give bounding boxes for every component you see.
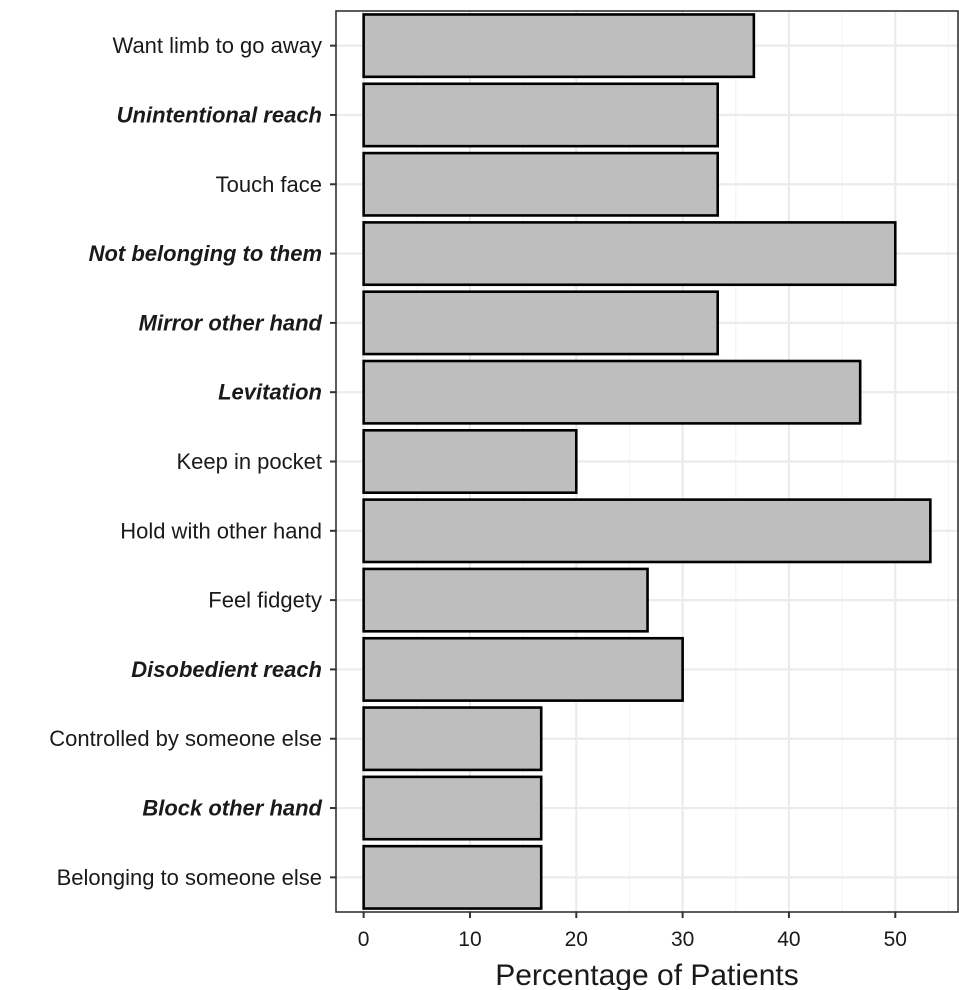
x-tick-label: 50 xyxy=(884,928,907,951)
y-tick-label: Keep in pocket xyxy=(176,449,322,474)
bar xyxy=(362,290,720,356)
x-tick-label: 30 xyxy=(671,928,694,951)
y-tick-label: Controlled by someone else xyxy=(49,726,322,751)
bar xyxy=(362,13,756,79)
x-tick-label: 20 xyxy=(565,928,588,951)
x-axis: 0 10 20 30 40 50 xyxy=(358,912,907,951)
y-tick-label: Mirror other hand xyxy=(139,310,323,335)
y-axis: Want limb to go away Unintentional reach T… xyxy=(49,33,336,890)
x-tick-label: 40 xyxy=(777,928,800,951)
x-tick-label: 10 xyxy=(458,928,481,951)
bar xyxy=(362,567,649,633)
y-tick-label: Not belonging to them xyxy=(89,241,322,266)
bar xyxy=(362,775,543,841)
y-tick-label: Levitation xyxy=(218,380,322,405)
x-tick-label: 0 xyxy=(358,928,370,951)
y-tick-label: Belonging to someone else xyxy=(57,865,322,890)
bar xyxy=(362,706,543,772)
bars xyxy=(362,13,932,910)
y-tick-label: Disobedient reach xyxy=(131,657,322,682)
bar xyxy=(362,429,578,494)
bar xyxy=(362,636,684,702)
y-tick-label: Unintentional reach xyxy=(117,102,322,127)
y-tick-label: Feel fidgety xyxy=(208,588,322,613)
x-axis-title: Percentage of Patients xyxy=(495,959,799,990)
y-tick-label: Hold with other hand xyxy=(120,518,322,543)
y-tick-label: Touch face xyxy=(216,172,322,197)
bar xyxy=(362,221,897,287)
bar xyxy=(362,82,720,148)
y-tick-label: Block other hand xyxy=(142,796,322,821)
bar xyxy=(362,359,862,425)
bar xyxy=(362,498,932,564)
bar xyxy=(362,844,543,910)
bar xyxy=(362,151,720,217)
y-tick-label: Want limb to go away xyxy=(113,33,323,58)
